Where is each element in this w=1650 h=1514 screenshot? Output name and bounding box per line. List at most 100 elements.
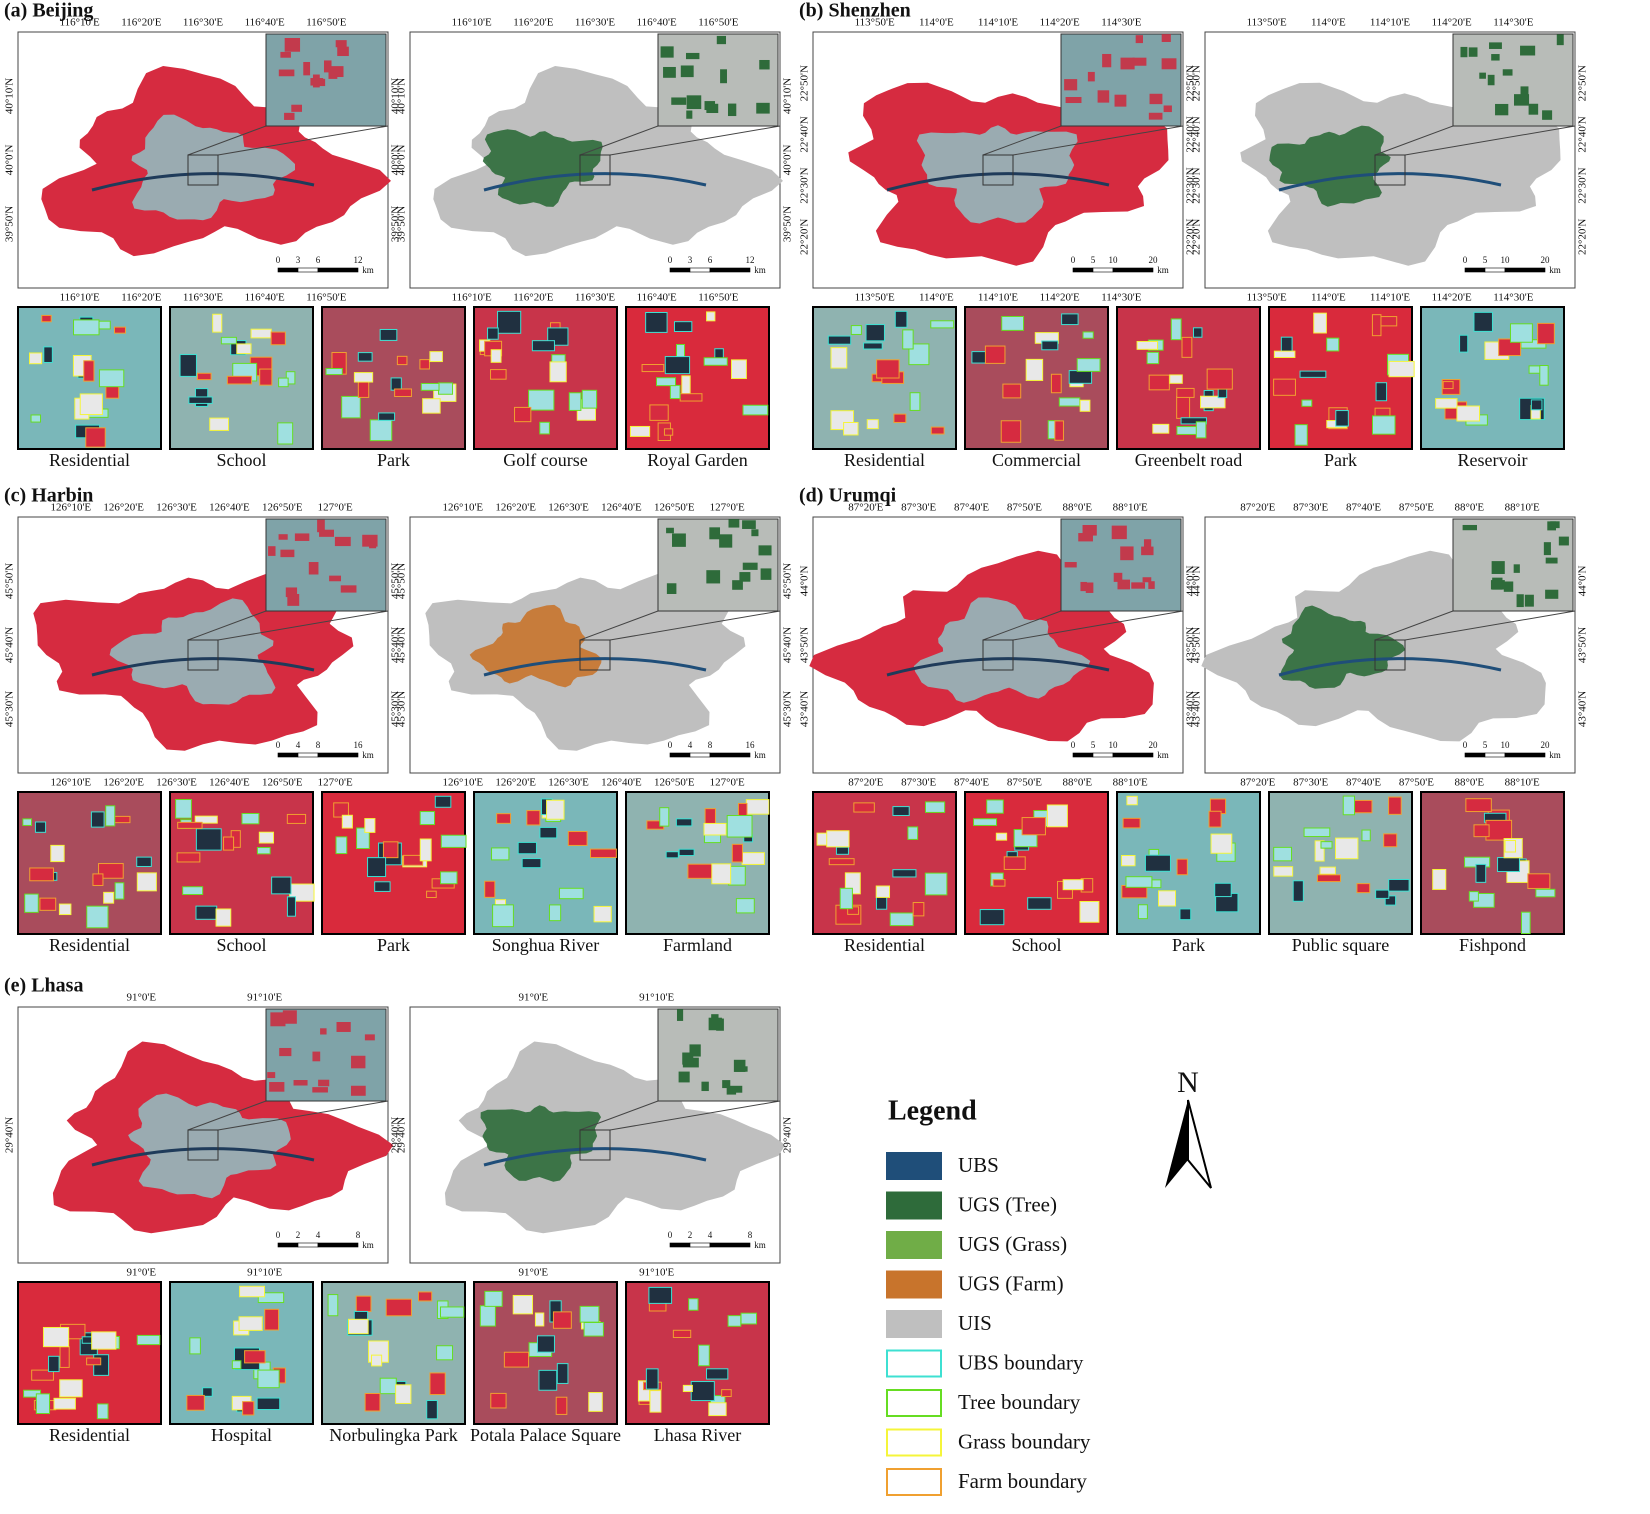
example-patch xyxy=(28,352,43,365)
example-patch xyxy=(356,827,370,850)
inset-patch xyxy=(1064,562,1077,568)
example-patch xyxy=(865,324,885,342)
lon-tick-label: 116°30'E xyxy=(183,17,223,29)
legend-swatch xyxy=(886,1468,942,1496)
example-patch xyxy=(1126,795,1138,806)
example-patch xyxy=(1314,840,1325,862)
lon-tick-label: 126°50'E xyxy=(262,502,303,514)
inset-patch xyxy=(303,62,311,76)
example-patch xyxy=(98,369,125,388)
example-patch xyxy=(202,1387,213,1397)
legend-swatch xyxy=(886,1310,942,1338)
panel-title: (a) Beijing xyxy=(4,0,93,22)
example-patch xyxy=(1383,833,1398,848)
zoom-line xyxy=(1404,125,1576,156)
example-patch xyxy=(484,880,496,898)
scale-segment xyxy=(669,1242,691,1248)
lat-tick-label: 22°30'N xyxy=(1577,167,1589,203)
scale-segment xyxy=(317,752,359,758)
example-patch xyxy=(730,359,747,380)
example-patch xyxy=(1375,889,1390,899)
example-patch xyxy=(629,425,651,437)
inset-patch xyxy=(291,104,303,112)
scale-segment xyxy=(277,1242,299,1248)
scale-label: 0 xyxy=(276,740,281,750)
lon-tick-label: 114°20'E xyxy=(1432,17,1472,29)
example-patch xyxy=(85,427,106,448)
example-patch xyxy=(706,1368,729,1380)
inset-patch xyxy=(1487,74,1495,86)
example-patch xyxy=(341,395,361,419)
lon-tick-label: 88°10'E xyxy=(1113,502,1148,514)
example-patch xyxy=(726,815,753,838)
example-patch xyxy=(1136,340,1159,350)
example-patch xyxy=(34,821,47,833)
example-patch xyxy=(1176,396,1191,419)
scale-segment xyxy=(689,1242,711,1248)
scale-label: 3 xyxy=(688,255,693,265)
example-patch xyxy=(1210,833,1233,854)
example-patch xyxy=(669,384,681,400)
inset-patch xyxy=(722,1080,731,1089)
example-patch xyxy=(1054,420,1064,441)
example-patch xyxy=(531,340,555,352)
scale-label: 20 xyxy=(1149,255,1159,265)
example-patch xyxy=(1025,358,1044,381)
inset-patch xyxy=(1514,94,1530,106)
example-patch xyxy=(83,360,95,382)
example-patch xyxy=(930,320,955,329)
example-caption: Lhasa River xyxy=(654,1425,741,1445)
lat-tick-label: 39°50'N xyxy=(396,206,408,242)
inset-patch xyxy=(278,534,288,540)
example-caption: Fishpond xyxy=(1459,935,1526,955)
lat-tick-label: 40°10'N xyxy=(4,78,16,114)
example-patch xyxy=(244,1350,266,1364)
example-patch xyxy=(136,856,152,867)
example-caption: Farmland xyxy=(663,935,732,955)
lon-tick-label: 87°40'E xyxy=(954,777,989,789)
zoom-line xyxy=(579,610,659,641)
inset-patch xyxy=(312,1087,328,1093)
example-patch xyxy=(1520,911,1531,935)
example-patch xyxy=(1442,381,1454,390)
scale-segment xyxy=(1464,267,1486,273)
example-patch xyxy=(992,879,1006,887)
lon-tick-label: 91°10'E xyxy=(247,992,282,1004)
example-patch xyxy=(92,873,104,886)
example-patch xyxy=(1468,891,1479,902)
zoom-line xyxy=(1012,610,1184,641)
inset-patch xyxy=(320,1028,327,1035)
example-patch xyxy=(1180,417,1207,425)
example-patch xyxy=(548,904,562,922)
water-line xyxy=(91,172,315,192)
inset-patch xyxy=(1468,47,1478,57)
zoom-line xyxy=(982,125,1062,156)
example-patch xyxy=(908,343,930,366)
inset-patch xyxy=(720,69,727,84)
example-patch xyxy=(79,393,103,416)
example-patch xyxy=(924,801,946,813)
zoom-box xyxy=(579,639,611,671)
example-patch xyxy=(238,1316,263,1331)
example-patch xyxy=(374,881,391,892)
scale-label: 10 xyxy=(1501,255,1511,265)
inset-patch xyxy=(279,1047,292,1057)
example-patch xyxy=(659,807,670,827)
scale-label: 12 xyxy=(354,255,363,265)
example-patch xyxy=(196,372,212,381)
example-patch xyxy=(43,346,53,363)
lon-tick-label: 126°30'E xyxy=(548,777,589,789)
example-caption: Songhua River xyxy=(492,935,600,955)
legend-title: Legend xyxy=(888,1095,977,1126)
inset-patch xyxy=(1513,564,1520,573)
example-patch xyxy=(847,906,860,915)
example-patch xyxy=(1361,829,1371,842)
lon-tick-label: 126°40'E xyxy=(209,777,250,789)
inset-patch xyxy=(1495,103,1509,116)
example-patch xyxy=(271,876,292,895)
lon-tick-label: 113°50'E xyxy=(1247,292,1287,304)
example-patch xyxy=(1301,399,1313,407)
lon-tick-label: 126°20'E xyxy=(495,502,536,514)
example-patch xyxy=(1303,827,1331,838)
scale-segment xyxy=(297,752,319,758)
